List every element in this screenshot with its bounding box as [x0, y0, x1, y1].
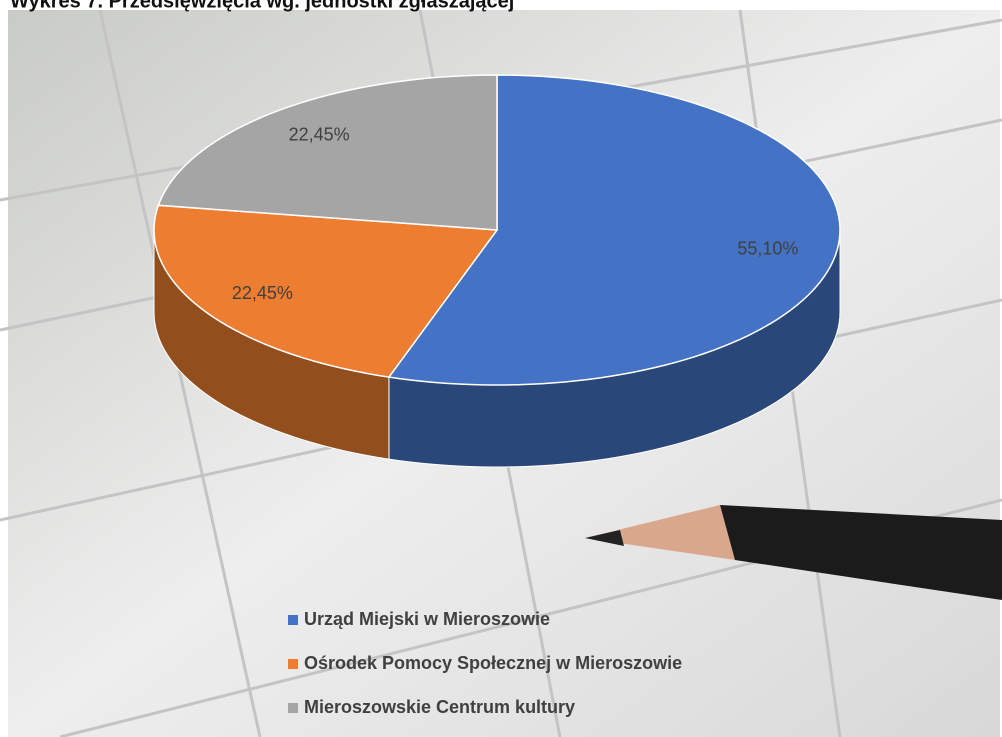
legend-label: Mieroszowskie Centrum kultury: [304, 697, 575, 717]
pie-slice: [387, 74, 841, 386]
data-label: 22,45%: [289, 124, 350, 144]
pencil: [585, 505, 1002, 600]
legend-swatch: [288, 703, 298, 713]
legend-label: Ośrodek Pomocy Społecznej w Mieroszowie: [304, 653, 682, 673]
chart-title: Wykres 7. Przedsięwzięcia wg. jednostki …: [10, 0, 514, 12]
pie-slice: [157, 74, 498, 231]
pie-slice: [153, 204, 499, 378]
legend-label: Urząd Miejski w Mieroszowie: [304, 609, 550, 629]
legend-swatch: [288, 659, 298, 669]
data-label: 22,45%: [232, 283, 293, 303]
legend-swatch: [288, 615, 298, 625]
data-label: 55,10%: [737, 239, 798, 259]
